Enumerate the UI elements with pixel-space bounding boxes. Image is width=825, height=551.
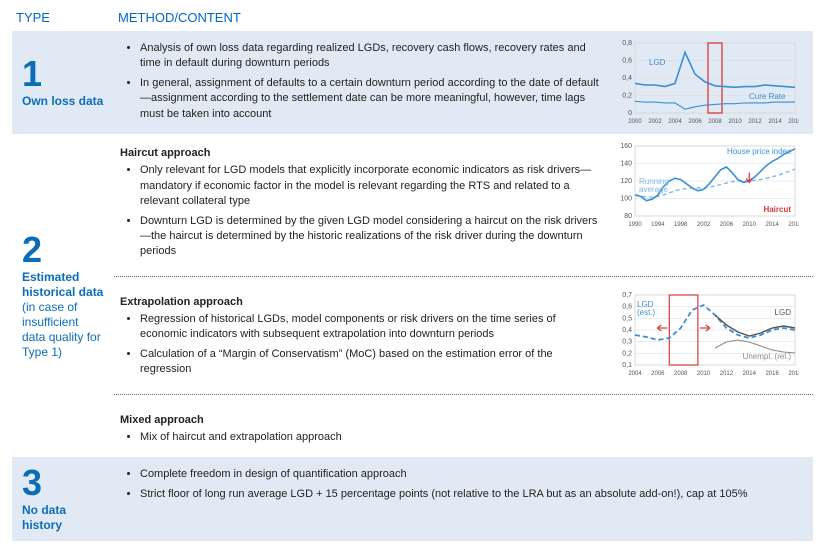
- svg-text:0,3: 0,3: [622, 338, 632, 345]
- svg-text:Cure Rate: Cure Rate: [749, 92, 786, 101]
- svg-text:0,7: 0,7: [622, 292, 632, 299]
- svg-text:House price index: House price index: [727, 147, 791, 156]
- type-3-number: 3: [22, 465, 104, 501]
- svg-text:0,8: 0,8: [622, 40, 632, 47]
- type-1-text: Analysis of own loss data regarding real…: [118, 39, 605, 126]
- svg-text:2002: 2002: [648, 119, 662, 125]
- svg-text:160: 160: [620, 143, 632, 150]
- type-1-cell: 1 Own loss data: [12, 31, 114, 134]
- svg-text:LGD: LGD: [649, 58, 666, 67]
- svg-text:Haircut: Haircut: [763, 205, 791, 214]
- chart-2-cell: 80 100 120 140 160 1990 1994 1998 2002 2006 2010 20…: [613, 142, 803, 264]
- type-1-label: Own loss data: [22, 94, 104, 109]
- type-1-content: Analysis of own loss data regarding real…: [114, 31, 813, 134]
- svg-text:1994: 1994: [651, 222, 665, 228]
- svg-text:1990: 1990: [628, 222, 642, 228]
- svg-text:2004: 2004: [628, 371, 642, 377]
- mixed-text: Mixed approach Mix of haircut and extrap…: [118, 409, 803, 450]
- svg-text:0,4: 0,4: [622, 327, 632, 334]
- type-3-content: Complete freedom in design of quantifica…: [114, 457, 813, 541]
- type-2-right: Haircut approach Only relevant for LGD m…: [114, 134, 813, 457]
- svg-text:2010: 2010: [743, 222, 757, 228]
- header-type: TYPE: [16, 10, 118, 25]
- list-item: In general, assignment of defaults to a …: [140, 76, 605, 122]
- haircut-section: Haircut approach Only relevant for LGD m…: [114, 134, 813, 272]
- divider: [114, 276, 813, 277]
- chart-lgd-cure: 0 0,2 0,4 0,6 0,8 2000 2002 2004 2006 2008 2010 201…: [613, 39, 799, 125]
- svg-text:2014: 2014: [765, 222, 779, 228]
- type-2-number: 2: [22, 232, 104, 268]
- svg-text:2006: 2006: [720, 222, 734, 228]
- header-method: METHOD/CONTENT: [118, 10, 813, 25]
- chart-house-price: 80 100 120 140 160 1990 1994 1998 2002 2006 2010 20…: [613, 142, 799, 228]
- chart-1-cell: 0 0,2 0,4 0,6 0,8 2000 2002 2004 2006 2008 2010 201…: [613, 39, 803, 126]
- type-3-cell: 3 No data history: [12, 457, 114, 541]
- svg-text:2002: 2002: [697, 222, 711, 228]
- list-item: Downturn LGD is determined by the given …: [140, 214, 605, 260]
- svg-text:0,2: 0,2: [622, 93, 632, 100]
- header-row: TYPE METHOD/CONTENT: [12, 10, 813, 25]
- svg-text:LGD: LGD: [775, 308, 792, 317]
- svg-text:0: 0: [628, 110, 632, 117]
- svg-text:2008: 2008: [674, 371, 688, 377]
- svg-text:2010: 2010: [728, 119, 742, 125]
- svg-text:2000: 2000: [628, 119, 642, 125]
- svg-text:120: 120: [620, 178, 632, 185]
- row-type-1: 1 Own loss data Analysis of own loss dat…: [12, 31, 813, 134]
- list-item: Complete freedom in design of quantifica…: [140, 467, 803, 482]
- svg-text:140: 140: [620, 160, 632, 167]
- svg-text:2006: 2006: [651, 371, 665, 377]
- chart-extrapolation: 0,1 0,2 0,3 0,4 0,5 0,6 0,7 2004 2006 2008 2010 201…: [613, 291, 799, 377]
- svg-text:0,6: 0,6: [622, 58, 632, 65]
- type-2-label-suffix: (in case of insufficient data quality fo…: [22, 300, 101, 359]
- svg-text:100: 100: [620, 195, 632, 202]
- extrap-section: Extrapolation approach Regression of his…: [114, 283, 813, 390]
- svg-text:2018: 2018: [788, 222, 799, 228]
- svg-text:0,6: 0,6: [622, 303, 632, 310]
- svg-text:2006: 2006: [688, 119, 702, 125]
- svg-text:Unempl. (rel.): Unempl. (rel.): [743, 352, 792, 361]
- svg-text:(est.): (est.): [637, 308, 656, 317]
- svg-text:2012: 2012: [748, 119, 762, 125]
- list-item: Analysis of own loss data regarding real…: [140, 41, 605, 72]
- svg-text:2018: 2018: [788, 371, 799, 377]
- mixed-section: Mixed approach Mix of haircut and extrap…: [114, 401, 813, 458]
- list-item: Strict floor of long run average LGD + 1…: [140, 487, 803, 502]
- svg-text:0,1: 0,1: [622, 362, 632, 369]
- row-type-2: 2 Estimated historical data (in case of …: [12, 134, 813, 457]
- type-2-label-main: Estimated historical data: [22, 270, 103, 299]
- svg-text:2010: 2010: [697, 371, 711, 377]
- extrap-title: Extrapolation approach: [120, 295, 605, 310]
- divider: [114, 394, 813, 395]
- haircut-text: Haircut approach Only relevant for LGD m…: [118, 142, 605, 264]
- type-2-label: Estimated historical data (in case of in…: [22, 270, 104, 360]
- type-2-cell: 2 Estimated historical data (in case of …: [12, 134, 114, 457]
- svg-text:2014: 2014: [743, 371, 757, 377]
- svg-text:80: 80: [624, 213, 632, 220]
- svg-text:2008: 2008: [708, 119, 722, 125]
- svg-text:2004: 2004: [668, 119, 682, 125]
- haircut-title: Haircut approach: [120, 146, 605, 161]
- type-3-label: No data history: [22, 503, 104, 533]
- mixed-title: Mixed approach: [120, 413, 803, 428]
- svg-text:0,2: 0,2: [622, 350, 632, 357]
- type-3-text: Complete freedom in design of quantifica…: [118, 465, 803, 533]
- svg-text:2016: 2016: [788, 119, 799, 125]
- svg-text:0,4: 0,4: [622, 75, 632, 82]
- svg-text:2016: 2016: [765, 371, 779, 377]
- chart-3-cell: 0,1 0,2 0,3 0,4 0,5 0,6 0,7 2004 2006 2008 2010 201…: [613, 291, 803, 382]
- svg-text:2012: 2012: [720, 371, 734, 377]
- row-type-3: 3 No data history Complete freedom in de…: [12, 457, 813, 541]
- list-item: Mix of haircut and extrapolation approac…: [140, 430, 803, 445]
- svg-text:0,5: 0,5: [622, 315, 632, 322]
- list-item: Regression of historical LGDs, model com…: [140, 312, 605, 343]
- svg-text:1998: 1998: [674, 222, 688, 228]
- svg-text:average: average: [639, 185, 668, 194]
- extrap-text: Extrapolation approach Regression of his…: [118, 291, 605, 382]
- svg-text:2014: 2014: [768, 119, 782, 125]
- list-item: Only relevant for LGD models that explic…: [140, 163, 605, 209]
- type-1-number: 1: [22, 56, 104, 92]
- list-item: Calculation of a “Margin of Conservatism…: [140, 347, 605, 378]
